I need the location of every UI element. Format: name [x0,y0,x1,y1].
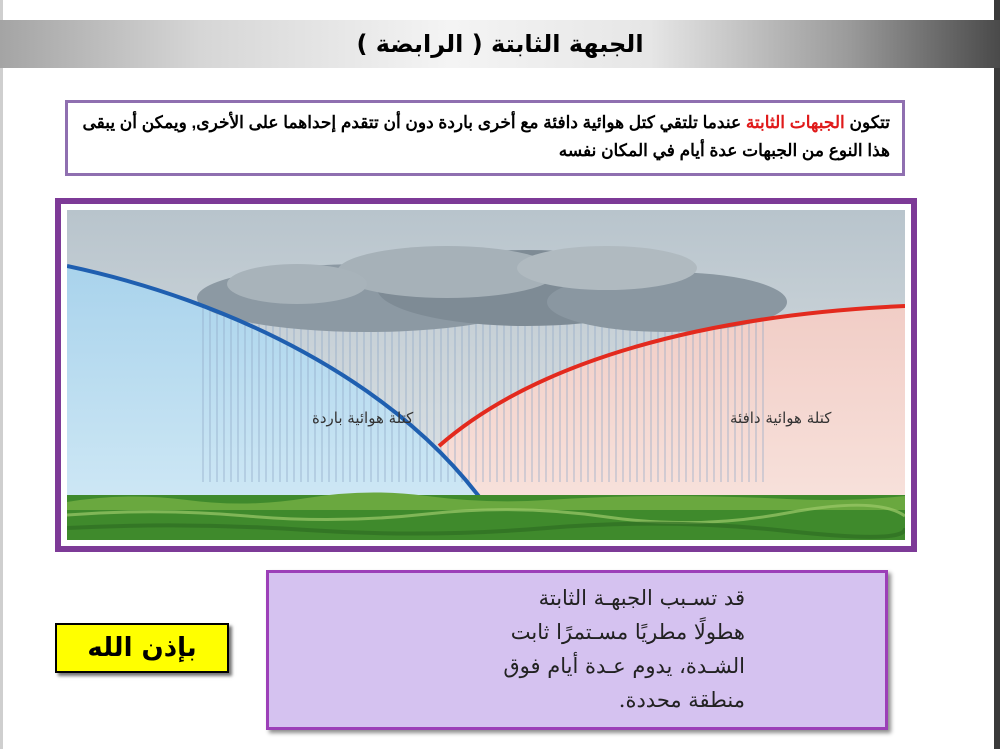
badge-box: بإذن الله [55,623,229,673]
definition-prefix: تتكون [844,113,890,132]
ground-grass [67,492,905,540]
figure-frame: كتلة هوائية باردة كتلة هوائية دافئة [55,198,917,552]
figure-inner: كتلة هوائية باردة كتلة هوائية دافئة [61,204,911,546]
slide-right-edge [994,0,1000,749]
definition-rest: عندما تلتقي كتل هوائية دافئة مع أخرى بار… [82,113,890,160]
warm-front-line [437,304,905,448]
definition-box: تتكون الجبهات الثابتة عندما تلتقي كتل هو… [65,100,905,176]
note-line: منطقة محددة. [618,688,745,712]
warm-air-label: كتلة هوائية دافئة [730,409,832,427]
cloud-icon [197,246,787,332]
note-text: قد تسـبب الجبهـة الثابتة هطولًا مطريًا م… [415,581,745,717]
badge-text: بإذن الله [87,633,197,663]
title-bar: الجبهة الثابتة ( الرابضة ) [0,20,1000,68]
note-line: هطولًا مطريًا مسـتمرًا ثابت [510,620,745,644]
stationary-front-diagram: كتلة هوائية باردة كتلة هوائية دافئة [67,210,905,540]
slide-left-edge [0,0,3,749]
note-box: قد تسـبب الجبهـة الثابتة هطولًا مطريًا م… [266,570,888,730]
cold-front-line [67,264,491,512]
note-line: الشـدة، يدوم عـدة أيام فوق [503,654,745,678]
cold-air-label: كتلة هوائية باردة [312,409,414,427]
note-line: قد تسـبب الجبهـة الثابتة [538,586,745,610]
definition-highlight: الجبهات الثابتة [745,113,845,132]
slide-title: الجبهة الثابتة ( الرابضة ) [356,30,644,58]
